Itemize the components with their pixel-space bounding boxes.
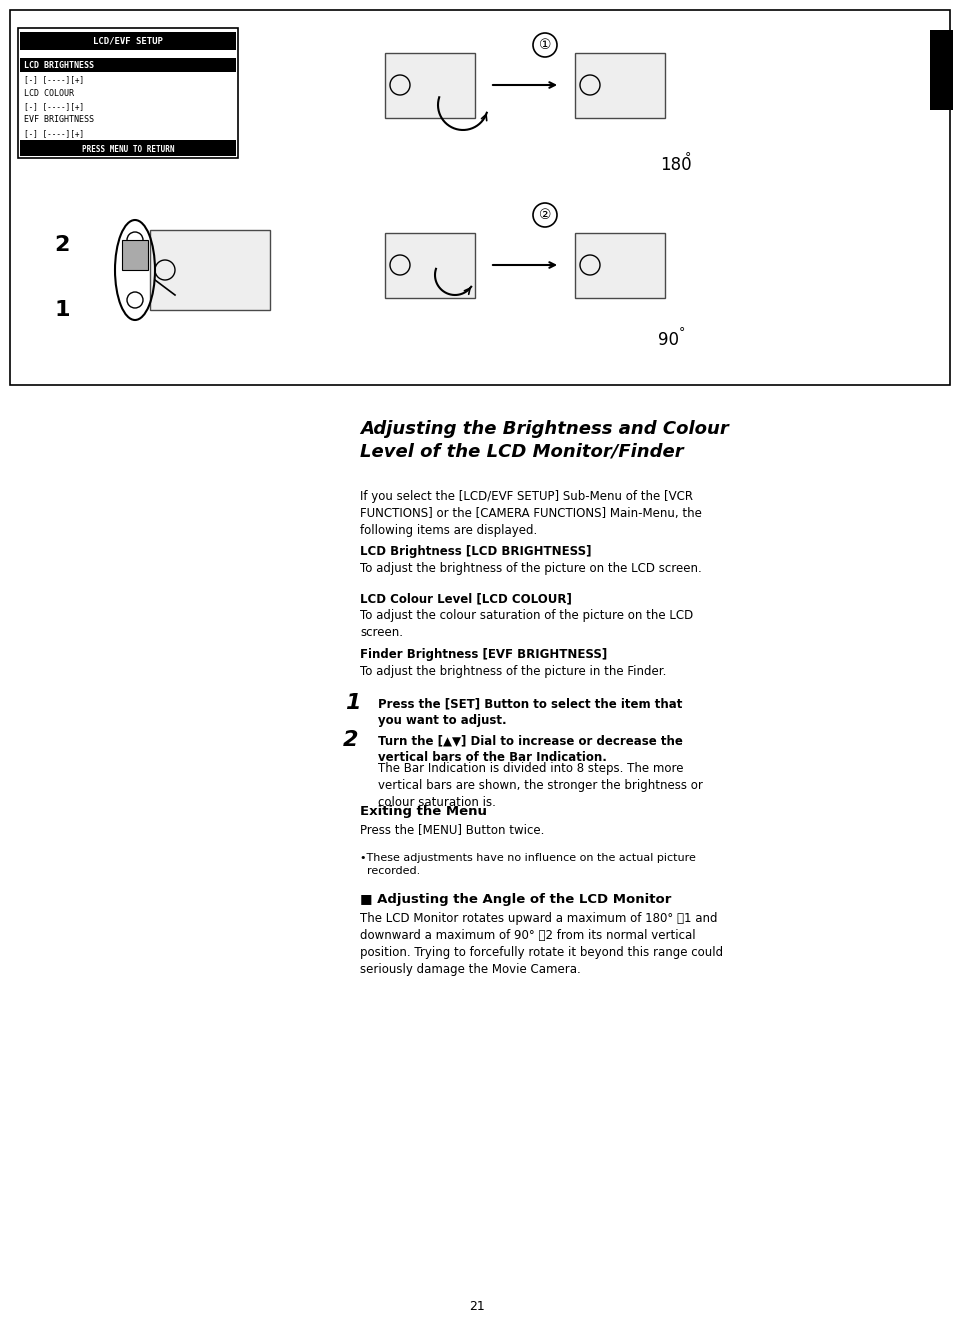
Text: Finder Brightness [EVF BRIGHTNESS]: Finder Brightness [EVF BRIGHTNESS]: [359, 647, 607, 661]
Text: [-] [----][+]: [-] [----][+]: [24, 103, 84, 112]
Text: ①: ①: [538, 39, 551, 52]
Text: To adjust the colour saturation of the picture on the LCD
screen.: To adjust the colour saturation of the p…: [359, 609, 693, 639]
Text: °: °: [684, 152, 691, 164]
FancyBboxPatch shape: [10, 11, 949, 385]
Text: Press the [MENU] Button twice.: Press the [MENU] Button twice.: [359, 823, 544, 836]
Text: [-] [----][+]: [-] [----][+]: [24, 76, 84, 84]
Text: LCD BRIGHTNESS: LCD BRIGHTNESS: [24, 61, 94, 71]
Text: Adjusting the Brightness and Colour
Level of the LCD Monitor/Finder: Adjusting the Brightness and Colour Leve…: [359, 420, 728, 460]
Text: To adjust the brightness of the picture on the LCD screen.: To adjust the brightness of the picture …: [359, 562, 701, 575]
Bar: [20, 32, 235, 51]
Bar: [18, 28, 237, 159]
Text: 1: 1: [54, 300, 70, 320]
Text: Press the [SET] Button to select the item that
you want to adjust.: Press the [SET] Button to select the ite…: [377, 697, 681, 727]
Text: The LCD Monitor rotates upward a maximum of 180° ␱1 and
downward a maximum of 90: The LCD Monitor rotates upward a maximum…: [359, 912, 722, 976]
Text: 90: 90: [658, 330, 679, 349]
Text: 1: 1: [345, 693, 360, 713]
Text: ②: ②: [538, 208, 551, 222]
Text: LCD/EVF SETUP: LCD/EVF SETUP: [93, 36, 163, 45]
Text: The Bar Indication is divided into 8 steps. The more
vertical bars are shown, th: The Bar Indication is divided into 8 ste…: [377, 762, 702, 809]
Bar: [929, 31, 953, 111]
Bar: [385, 52, 475, 117]
Bar: [385, 233, 475, 297]
Bar: [575, 233, 664, 297]
Text: EVF BRIGHTNESS: EVF BRIGHTNESS: [24, 116, 94, 124]
Text: LCD Brightness [LCD BRIGHTNESS]: LCD Brightness [LCD BRIGHTNESS]: [359, 545, 591, 558]
Text: Turn the [▲▼] Dial to increase or decrease the
vertical bars of the Bar Indicati: Turn the [▲▼] Dial to increase or decrea…: [377, 734, 682, 765]
Text: PRESS MENU TO RETURN: PRESS MENU TO RETURN: [82, 144, 174, 153]
Text: [-] [----][+]: [-] [----][+]: [24, 129, 84, 139]
Text: 180: 180: [659, 156, 691, 174]
Text: LCD Colour Level [LCD COLOUR]: LCD Colour Level [LCD COLOUR]: [359, 591, 571, 605]
Bar: [122, 240, 148, 270]
Text: 2: 2: [54, 234, 70, 254]
Bar: [20, 59, 235, 72]
Text: Exiting the Menu: Exiting the Menu: [359, 805, 486, 818]
Text: 21: 21: [469, 1300, 484, 1313]
Text: •These adjustments have no influence on the actual picture
  recorded.: •These adjustments have no influence on …: [359, 852, 695, 876]
Text: °: °: [675, 326, 684, 340]
Text: If you select the [LCD/EVF SETUP] Sub-Menu of the [VCR
FUNCTIONS] or the [CAMERA: If you select the [LCD/EVF SETUP] Sub-Me…: [359, 490, 701, 537]
Bar: [20, 140, 235, 156]
Text: LCD COLOUR: LCD COLOUR: [24, 88, 74, 97]
Bar: [575, 52, 664, 117]
Text: ■ Adjusting the Angle of the LCD Monitor: ■ Adjusting the Angle of the LCD Monitor: [359, 892, 671, 906]
Text: 2: 2: [343, 730, 358, 750]
Bar: [150, 230, 270, 310]
Text: To adjust the brightness of the picture in the Finder.: To adjust the brightness of the picture …: [359, 665, 666, 678]
